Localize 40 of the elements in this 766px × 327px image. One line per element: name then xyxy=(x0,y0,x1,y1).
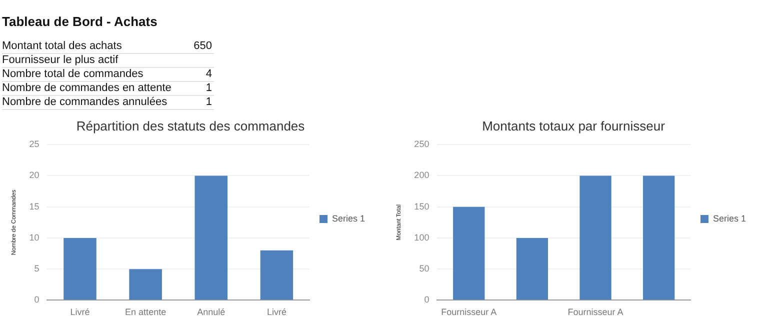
bar xyxy=(580,176,612,300)
y-tick-label: 0 xyxy=(424,294,430,305)
y-tick-label: 0 xyxy=(34,294,40,305)
bar xyxy=(453,206,485,300)
y-tick-label: 10 xyxy=(29,232,40,242)
data-label: 4 xyxy=(206,68,212,81)
bar xyxy=(129,269,162,300)
bar xyxy=(194,176,228,300)
data-label: 1 xyxy=(206,96,212,109)
x-tick-label: Fournisseur A xyxy=(568,307,624,318)
y-tick-label: 200 xyxy=(414,170,430,180)
bar xyxy=(64,238,96,300)
category-label: Nombre de commandes annulées xyxy=(2,96,168,108)
bar xyxy=(642,176,675,300)
data-label: 1 xyxy=(206,82,212,95)
y-tick-label: 100 xyxy=(414,232,430,242)
category-label: Fournisseur le plus actif xyxy=(2,54,118,66)
bar xyxy=(260,250,294,300)
x-tick-label: Annulé xyxy=(197,307,226,318)
category-label: Nombre de commandes en attente xyxy=(2,82,172,94)
chart-title: Répartition des statuts des commandes xyxy=(76,118,306,134)
legend-label: Series 1 xyxy=(712,213,746,224)
chart-title: Montants totaux par fournisseur xyxy=(482,118,666,134)
y-tick-label: 25 xyxy=(29,139,40,150)
x-tick-label: En attente xyxy=(125,307,166,318)
category-label: Nombre total de commandes xyxy=(2,68,144,80)
x-tick-label: Livré xyxy=(70,307,90,318)
y-tick-label: 5 xyxy=(34,264,40,274)
x-tick-label: Fournisseur A xyxy=(441,307,497,318)
y-tick-label: 15 xyxy=(29,201,40,212)
y-tick-label: 50 xyxy=(419,264,430,274)
x-tick-label: Livré xyxy=(266,307,286,318)
legend-label: Series 1 xyxy=(332,213,366,224)
text: Tableau de Bord - Achats xyxy=(2,14,158,29)
y-tick-label: 250 xyxy=(414,139,430,150)
data-label: 650 xyxy=(194,40,212,53)
bar xyxy=(516,238,548,300)
y-tick-label: 150 xyxy=(414,201,430,212)
y-tick-label: 20 xyxy=(29,170,40,180)
category-label: Montant total des achats xyxy=(2,40,122,52)
